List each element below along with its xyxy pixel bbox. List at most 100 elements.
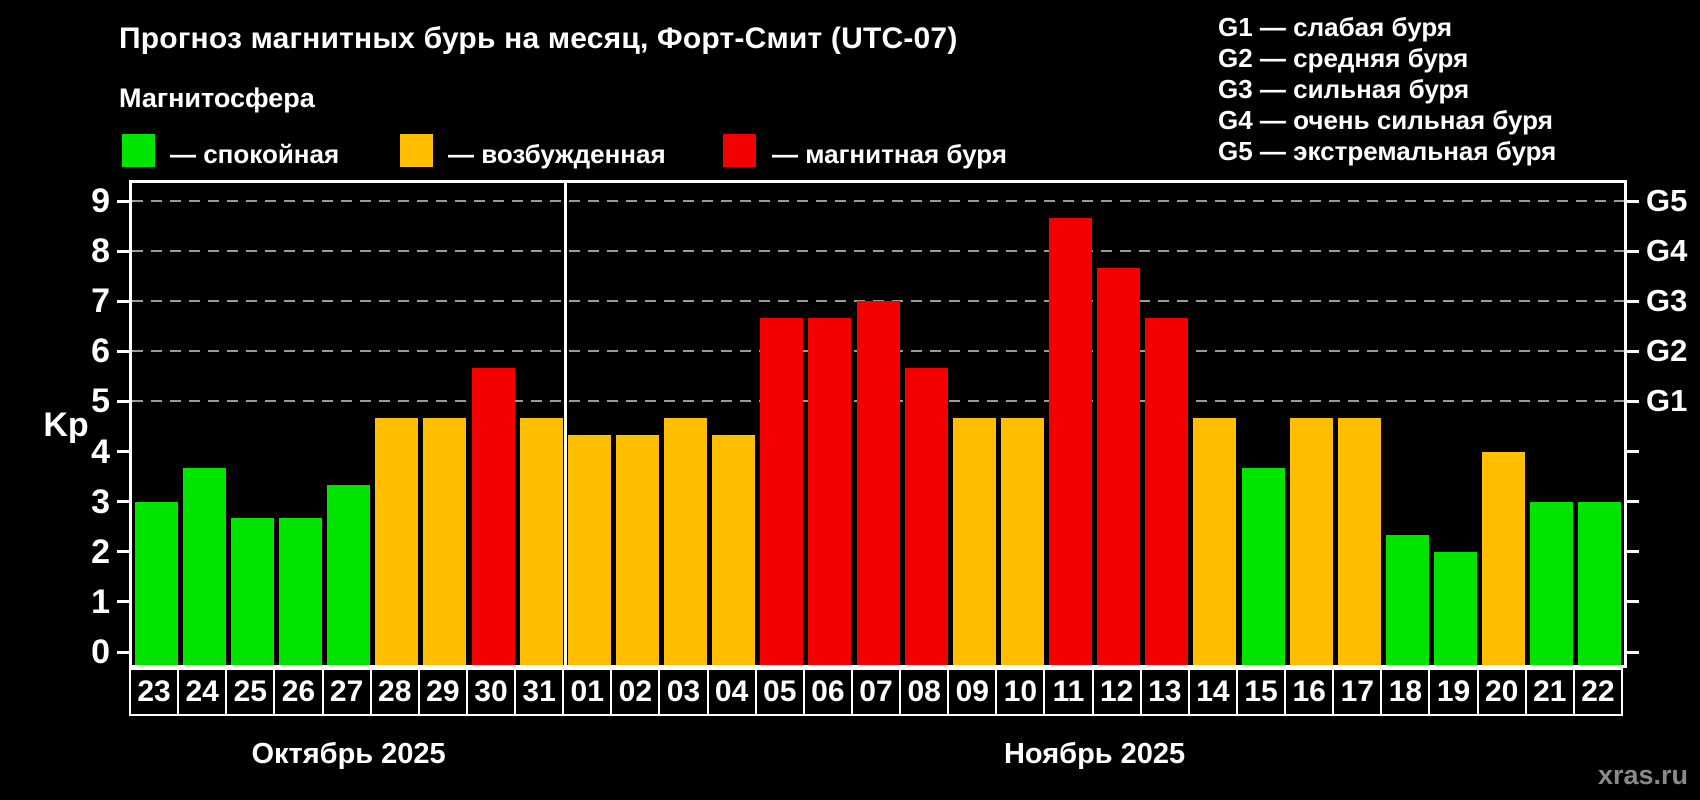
y-tick-right-9 xyxy=(1627,199,1639,203)
day-label-oct-25: 25 xyxy=(225,668,276,716)
bar-nov-20 xyxy=(1482,451,1526,665)
bar-nov-05 xyxy=(760,317,804,665)
bar-nov-11 xyxy=(1049,217,1093,665)
right-axis-label-g5: G5 xyxy=(1646,183,1688,218)
bar-oct-24 xyxy=(182,468,226,665)
bar-nov-09 xyxy=(952,417,996,665)
watermark-xras-ru: xras.ru xyxy=(1597,760,1688,790)
bar-nov-08 xyxy=(904,367,948,665)
day-label-nov-07: 07 xyxy=(850,668,902,716)
y-tick-right-1 xyxy=(1627,600,1639,604)
day-label-nov-18: 18 xyxy=(1380,668,1431,716)
y-axis-label-8: 8 xyxy=(91,232,110,271)
y-tick-right-5 xyxy=(1627,399,1639,403)
magnetosphere-subtitle: Магнитосфера xyxy=(119,83,315,113)
y-tick-right-3 xyxy=(1627,500,1639,504)
g-legend-line-g3: G3 — сильная буря xyxy=(1218,74,1470,104)
chart-title: Прогноз магнитных бурь на месяц, Форт-См… xyxy=(119,22,958,55)
bar-nov-13 xyxy=(1145,317,1189,665)
y-axis-label-7: 7 xyxy=(91,282,110,321)
right-axis-label-g1: G1 xyxy=(1646,383,1688,419)
day-label-oct-23: 23 xyxy=(129,668,180,716)
g-legend-line-g4: G4 — очень сильная буря xyxy=(1218,105,1553,135)
y-axis-title-kp: Kp xyxy=(43,406,89,444)
bar-nov-18 xyxy=(1385,535,1429,665)
bar-nov-03 xyxy=(664,417,708,665)
day-label-oct-26: 26 xyxy=(273,668,324,716)
month-label-october: Октябрь 2025 xyxy=(251,738,446,770)
g-scale-legend: G1 — слабая буря G2 — средняя буря G3 — … xyxy=(1218,12,1556,167)
y-tick-left-7 xyxy=(117,299,129,303)
y-axis-label-4: 4 xyxy=(91,432,110,471)
day-label-nov-11: 11 xyxy=(1043,668,1094,716)
month-divider-line xyxy=(563,183,567,665)
y-tick-left-6 xyxy=(117,349,129,353)
legend-swatch-quiet xyxy=(122,134,155,167)
day-label-nov-10: 10 xyxy=(995,668,1046,716)
y-tick-right-8 xyxy=(1627,249,1639,253)
day-label-nov-22: 22 xyxy=(1572,668,1623,716)
right-axis-label-g2: G2 xyxy=(1646,333,1688,369)
day-label-nov-21: 21 xyxy=(1524,668,1575,716)
bar-oct-29 xyxy=(423,417,467,665)
y-tick-right-0 xyxy=(1627,650,1639,654)
legend-swatch-excited xyxy=(400,134,433,167)
day-label-nov-01: 01 xyxy=(562,668,613,716)
bar-nov-15 xyxy=(1241,468,1285,665)
y-axis-label-6: 6 xyxy=(91,332,110,371)
day-label-oct-28: 28 xyxy=(369,668,420,716)
day-label-nov-19: 19 xyxy=(1428,668,1479,716)
gridline-kp9 xyxy=(132,200,1624,202)
y-tick-left-2 xyxy=(117,550,129,554)
g-legend-line-g2: G2 — средняя буря xyxy=(1218,43,1469,73)
y-tick-left-9 xyxy=(117,199,129,203)
plot-area xyxy=(129,180,1627,668)
day-label-oct-27: 27 xyxy=(321,668,372,716)
bar-oct-23 xyxy=(134,501,178,665)
bar-oct-27 xyxy=(327,485,371,665)
y-tick-left-5 xyxy=(117,399,129,403)
y-tick-left-0 xyxy=(117,650,129,654)
bar-nov-04 xyxy=(712,435,756,665)
y-tick-left-4 xyxy=(117,450,129,454)
day-label-nov-04: 04 xyxy=(706,668,757,716)
y-tick-left-3 xyxy=(117,500,129,504)
bar-nov-02 xyxy=(615,435,659,665)
bar-nov-06 xyxy=(808,317,852,665)
day-label-nov-03: 03 xyxy=(658,668,709,716)
day-label-oct-29: 29 xyxy=(417,668,468,716)
g-legend-line-g1: G1 — слабая буря xyxy=(1218,12,1453,42)
day-label-oct-31: 31 xyxy=(514,668,565,716)
day-label-nov-16: 16 xyxy=(1284,668,1335,716)
day-label-nov-06: 06 xyxy=(802,668,853,716)
bar-nov-10 xyxy=(1000,417,1044,665)
bar-oct-30 xyxy=(471,367,515,665)
bar-oct-28 xyxy=(375,417,419,665)
legend-swatch-storm xyxy=(723,134,756,167)
y-axis-label-5: 5 xyxy=(91,382,110,421)
day-label-nov-02: 02 xyxy=(610,668,661,716)
y-axis-label-1: 1 xyxy=(91,582,110,621)
day-label-nov-20: 20 xyxy=(1476,668,1527,716)
bar-oct-26 xyxy=(278,518,322,665)
day-label-nov-15: 15 xyxy=(1235,668,1287,716)
legend-label-storm: — магнитная буря xyxy=(772,139,1007,169)
day-label-oct-30: 30 xyxy=(465,668,517,716)
bar-oct-25 xyxy=(230,518,274,665)
y-tick-left-1 xyxy=(117,600,129,604)
y-axis-label-3: 3 xyxy=(91,482,110,521)
y-tick-right-7 xyxy=(1627,299,1639,303)
y-axis-label-2: 2 xyxy=(91,532,110,571)
y-tick-left-8 xyxy=(117,249,129,253)
right-axis-label-g3: G3 xyxy=(1646,283,1688,319)
bar-nov-19 xyxy=(1434,551,1478,665)
bar-nov-16 xyxy=(1289,417,1333,665)
bar-nov-07 xyxy=(856,301,900,665)
right-axis-label-g4: G4 xyxy=(1646,233,1688,269)
gridline-kp8 xyxy=(132,250,1624,253)
y-tick-right-4 xyxy=(1627,450,1639,454)
day-label-nov-08: 08 xyxy=(899,668,950,716)
bar-nov-01 xyxy=(567,435,611,665)
y-axis-label-9: 9 xyxy=(91,182,110,220)
